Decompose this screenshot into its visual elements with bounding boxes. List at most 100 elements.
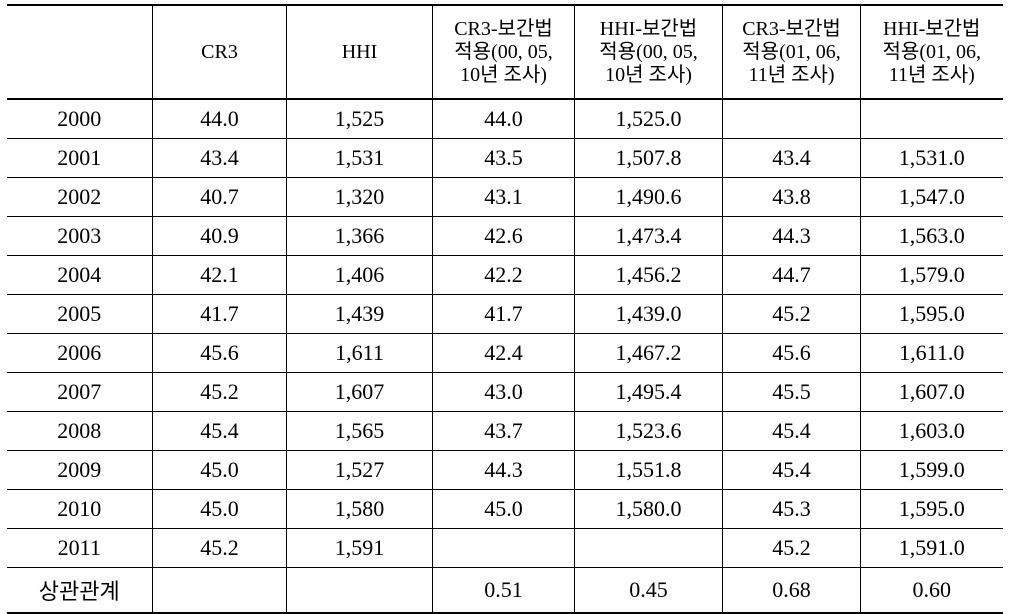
cell-hhi_a: 0.45 [575,568,723,614]
table-row: 201045.01,58045.01,580.045.31,595.0 [7,490,1003,529]
cell-year: 2010 [7,490,153,529]
cell-year: 2009 [7,451,153,490]
cell-hhi: 1,525 [287,99,433,139]
cell-hhi_b: 1,603.0 [861,412,1003,451]
table-row: 201145.21,59145.21,591.0 [7,529,1003,568]
cell-cr3: 43.4 [153,139,287,178]
cell-cr3_b: 45.3 [723,490,861,529]
table-row: 200945.01,52744.31,551.845.41,599.0 [7,451,1003,490]
cell-cr3_a: 42.2 [433,256,575,295]
cell-cr3_b: 45.2 [723,529,861,568]
cell-cr3_a [433,529,575,568]
cell-hhi_b: 0.60 [861,568,1003,614]
cell-hhi: 1,320 [287,178,433,217]
table-row: 200044.01,52544.01,525.0 [7,99,1003,139]
cell-hhi: 1,591 [287,529,433,568]
table-row: 200541.71,43941.71,439.045.21,595.0 [7,295,1003,334]
cell-hhi_a: 1,473.4 [575,217,723,256]
cell-hhi: 1,439 [287,295,433,334]
table-row: 200442.11,40642.21,456.244.71,579.0 [7,256,1003,295]
cell-cr3_b: 45.4 [723,451,861,490]
cell-year: 2005 [7,295,153,334]
cell-cr3 [153,568,287,614]
header-hhi-interp-b: HHI-보간법 적용(01, 06, 11년 조사) [861,5,1003,99]
cell-cr3: 45.2 [153,373,287,412]
table-row: 200240.71,32043.11,490.643.81,547.0 [7,178,1003,217]
cell-hhi_b: 1,595.0 [861,295,1003,334]
cell-hhi_a: 1,456.2 [575,256,723,295]
cell-cr3: 45.0 [153,451,287,490]
table-row: 200645.61,61142.41,467.245.61,611.0 [7,334,1003,373]
cell-cr3_a: 0.51 [433,568,575,614]
cell-hhi_a: 1,580.0 [575,490,723,529]
table-row: 200143.41,53143.51,507.843.41,531.0 [7,139,1003,178]
cell-cr3: 45.2 [153,529,287,568]
cell-cr3_b: 45.6 [723,334,861,373]
cell-hhi_a: 1,551.8 [575,451,723,490]
cell-cr3_b: 43.4 [723,139,861,178]
cell-hhi: 1,406 [287,256,433,295]
cell-year: 2008 [7,412,153,451]
cell-cr3_a: 43.7 [433,412,575,451]
data-table: CR3 HHI CR3-보간법 적용(00, 05, 10년 조사) HHI-보… [7,4,1003,614]
cell-cr3_b: 45.2 [723,295,861,334]
cell-hhi_a: 1,467.2 [575,334,723,373]
cell-cr3_b: 0.68 [723,568,861,614]
cell-hhi: 1,531 [287,139,433,178]
cell-year: 2000 [7,99,153,139]
cell-year: 2002 [7,178,153,217]
cell-cr3: 41.7 [153,295,287,334]
table-row: 200845.41,56543.71,523.645.41,603.0 [7,412,1003,451]
cell-cr3: 44.0 [153,99,287,139]
cell-cr3: 40.7 [153,178,287,217]
cell-hhi_b: 1,579.0 [861,256,1003,295]
cell-hhi_a: 1,439.0 [575,295,723,334]
cell-hhi_a [575,529,723,568]
cell-year: 2007 [7,373,153,412]
header-cr3-interp-b: CR3-보간법 적용(01, 06, 11년 조사) [723,5,861,99]
cell-cr3_b: 45.5 [723,373,861,412]
cell-hhi_b: 1,531.0 [861,139,1003,178]
cell-hhi_b [861,99,1003,139]
table-row: 200745.21,60743.01,495.445.51,607.0 [7,373,1003,412]
cell-hhi_a: 1,490.6 [575,178,723,217]
cell-hhi_b: 1,607.0 [861,373,1003,412]
cell-hhi_b: 1,547.0 [861,178,1003,217]
table-row: 상관관계 0.510.450.680.60 [7,568,1003,614]
table-header-row: CR3 HHI CR3-보간법 적용(00, 05, 10년 조사) HHI-보… [7,5,1003,99]
header-hhi-interp-a: HHI-보간법 적용(00, 05, 10년 조사) [575,5,723,99]
cell-cr3_b: 45.4 [723,412,861,451]
cell-hhi: 1,607 [287,373,433,412]
header-year [7,5,153,99]
cell-hhi: 1,565 [287,412,433,451]
header-hhi: HHI [287,5,433,99]
cell-cr3_a: 43.0 [433,373,575,412]
cell-hhi: 1,366 [287,217,433,256]
cell-hhi: 1,580 [287,490,433,529]
cell-hhi_a: 1,523.6 [575,412,723,451]
cell-cr3_b: 44.3 [723,217,861,256]
cell-hhi [287,568,433,614]
cell-cr3_b [723,99,861,139]
cell-year: 2011 [7,529,153,568]
cell-hhi_b: 1,591.0 [861,529,1003,568]
cell-hhi_b: 1,563.0 [861,217,1003,256]
cell-year: 상관관계 [7,568,153,614]
cell-cr3_a: 44.0 [433,99,575,139]
cell-year: 2004 [7,256,153,295]
cell-cr3: 45.0 [153,490,287,529]
cell-cr3_a: 44.3 [433,451,575,490]
cell-cr3_a: 45.0 [433,490,575,529]
cell-hhi_a: 1,495.4 [575,373,723,412]
cell-cr3: 45.6 [153,334,287,373]
cell-cr3_a: 43.5 [433,139,575,178]
cell-cr3_a: 42.4 [433,334,575,373]
cell-hhi_b: 1,611.0 [861,334,1003,373]
table-row: 200340.91,36642.61,473.444.31,563.0 [7,217,1003,256]
cell-cr3: 45.4 [153,412,287,451]
cell-hhi: 1,527 [287,451,433,490]
cell-year: 2006 [7,334,153,373]
cell-cr3: 42.1 [153,256,287,295]
cell-year: 2003 [7,217,153,256]
cell-cr3_b: 43.8 [723,178,861,217]
